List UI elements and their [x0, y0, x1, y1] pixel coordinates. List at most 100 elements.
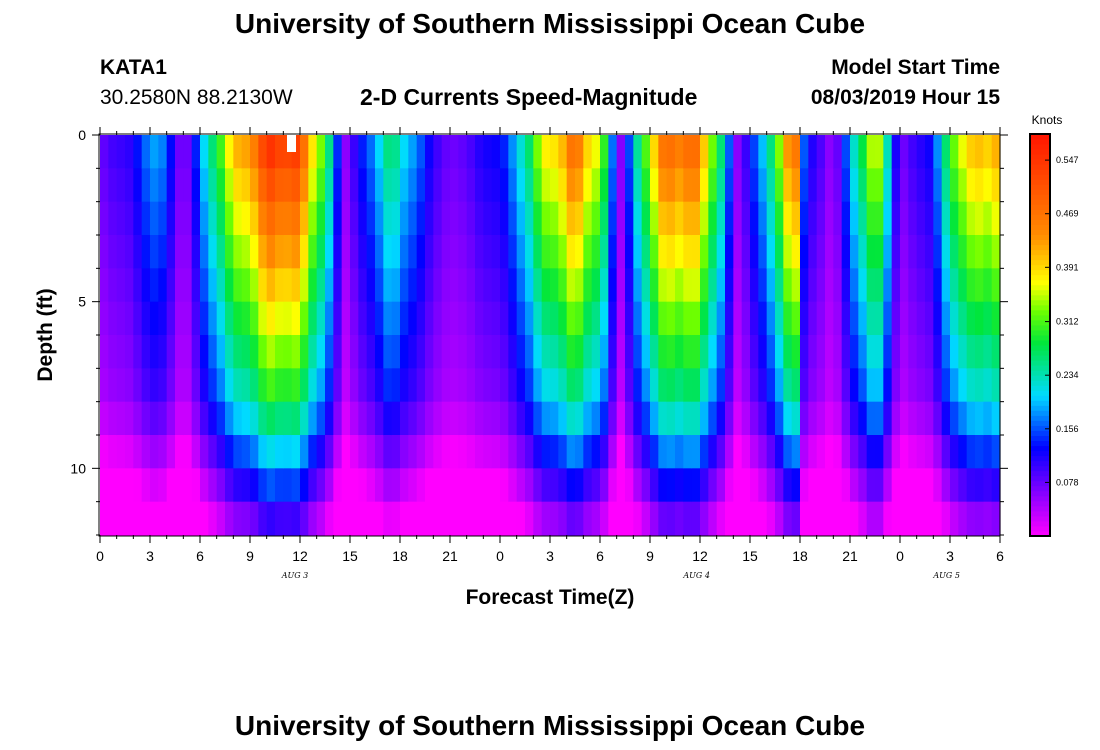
heatmap-cell — [358, 135, 368, 169]
heatmap-cell — [941, 335, 951, 369]
heatmap-cell — [233, 368, 243, 403]
colorbar-swatch — [1030, 224, 1050, 230]
heatmap-cell — [916, 201, 926, 236]
heatmap-cell — [291, 268, 301, 303]
heatmap-cell — [683, 468, 693, 503]
heatmap-cell — [458, 168, 468, 203]
heatmap-cell — [958, 135, 968, 169]
heatmap-cell — [316, 401, 326, 436]
heatmap-cell — [433, 268, 443, 303]
heatmap-cell — [325, 135, 334, 169]
heatmap-cell — [991, 335, 1001, 369]
heatmap-cell — [825, 335, 834, 369]
heatmap-cell — [583, 268, 593, 303]
heatmap-cell — [941, 301, 951, 336]
heatmap-cell — [325, 201, 334, 236]
heatmap-cell — [666, 235, 676, 269]
heatmap-cell — [983, 268, 993, 303]
colorbar-tick-label: 0.547 — [1056, 155, 1079, 165]
heatmap-cell — [900, 235, 909, 269]
heatmap-cell — [158, 335, 168, 369]
heatmap-cell — [666, 435, 676, 469]
heatmap-cell — [708, 201, 718, 236]
heatmap-cell — [800, 335, 809, 369]
heatmap-cell — [200, 168, 209, 203]
colorbar-swatch — [1030, 319, 1050, 326]
heatmap-cell — [200, 435, 209, 469]
heatmap-cell — [758, 301, 768, 336]
heatmap-cell — [900, 401, 909, 436]
heatmap-cell — [291, 335, 301, 369]
heatmap-cell — [558, 268, 568, 303]
heatmap-cell — [508, 501, 518, 536]
heatmap-cell — [500, 501, 509, 536]
heatmap-cell — [625, 268, 634, 303]
heatmap-cell — [800, 435, 809, 469]
heatmap-cell — [116, 268, 126, 303]
heatmap-cell — [250, 401, 259, 436]
heatmap-cell — [575, 301, 584, 336]
heatmap-cell — [258, 401, 268, 436]
heatmap-cell — [908, 368, 918, 403]
colorbar-swatch — [1030, 355, 1050, 361]
heatmap-cell — [558, 401, 568, 436]
heatmap-cell — [525, 168, 534, 203]
heatmap-cell — [491, 335, 501, 369]
heatmap-cell — [316, 135, 326, 169]
heatmap-cell — [500, 301, 509, 336]
heatmap-cell — [841, 501, 851, 536]
heatmap-cell — [891, 301, 901, 336]
heatmap-cell — [116, 168, 126, 203]
heatmap-cell — [258, 501, 268, 536]
heatmap-cell — [850, 401, 859, 436]
heatmap-cell — [883, 468, 893, 503]
heatmap-cell — [116, 201, 126, 236]
colorbar-swatch — [1030, 525, 1050, 532]
heatmap-cell — [625, 201, 634, 236]
heatmap-cell — [150, 201, 159, 236]
heatmap-cell — [508, 368, 518, 403]
heatmap-cell — [625, 301, 634, 336]
colorbar-tick-label: 0.312 — [1056, 317, 1079, 327]
heatmap-cell — [108, 368, 118, 403]
heatmap-cell — [450, 135, 459, 169]
heatmap-cell — [125, 501, 134, 536]
heatmap-cell — [166, 201, 176, 236]
heatmap-cell — [641, 501, 651, 536]
heatmap-cell — [241, 168, 251, 203]
heatmap-cell — [508, 401, 518, 436]
colorbar-swatch — [1030, 299, 1050, 306]
heatmap-cell — [116, 368, 126, 403]
heatmap-cell — [683, 268, 693, 303]
heatmap-cell — [541, 435, 551, 469]
heatmap-cell — [925, 168, 934, 203]
heatmap-cell — [775, 401, 784, 436]
heatmap-cell — [808, 135, 818, 169]
heatmap-cell — [816, 135, 826, 169]
heatmap-cell — [508, 268, 518, 303]
heatmap-cell — [400, 335, 409, 369]
heatmap-cell — [875, 268, 884, 303]
heatmap-cell — [508, 201, 518, 236]
heatmap-cell — [675, 435, 684, 469]
heatmap-cell — [316, 168, 326, 203]
heatmap-cell — [916, 435, 926, 469]
heatmap-cell — [841, 401, 851, 436]
colorbar-swatch — [1030, 475, 1050, 482]
heatmap-cell — [508, 301, 518, 336]
heatmap-cell — [158, 501, 168, 536]
heatmap-cell — [841, 435, 851, 469]
heatmap-cell — [250, 501, 259, 536]
heatmap-cell — [750, 368, 759, 403]
colorbar-swatch — [1030, 154, 1050, 160]
colorbar-swatch — [1030, 314, 1050, 321]
heatmap-cell — [408, 401, 418, 436]
heatmap-cell — [266, 235, 276, 269]
heatmap-cell — [183, 368, 193, 403]
heatmap-cell — [775, 135, 784, 169]
heatmap-cell — [266, 168, 276, 203]
heatmap-cell — [166, 468, 176, 503]
heatmap-cell — [241, 201, 251, 236]
heatmap-cell — [766, 268, 776, 303]
heatmap-cell — [775, 468, 784, 503]
